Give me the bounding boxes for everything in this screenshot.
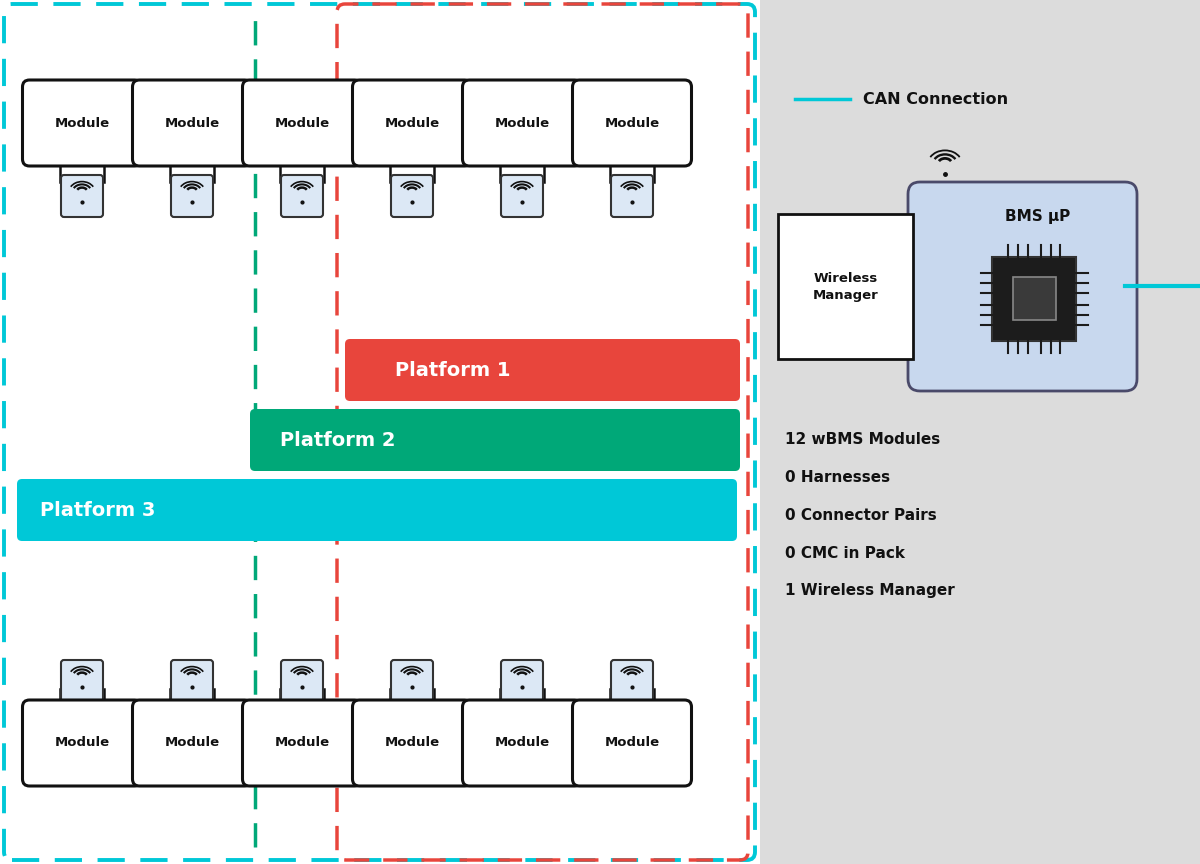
FancyBboxPatch shape: [390, 158, 434, 182]
Text: 0 CMC in Pack: 0 CMC in Pack: [785, 545, 905, 561]
Text: Platform 2: Platform 2: [280, 430, 396, 449]
Text: Platform 3: Platform 3: [40, 500, 155, 519]
FancyBboxPatch shape: [60, 158, 104, 182]
FancyBboxPatch shape: [242, 80, 361, 166]
Text: Module: Module: [605, 736, 660, 749]
FancyBboxPatch shape: [500, 158, 544, 182]
FancyBboxPatch shape: [280, 689, 324, 713]
FancyBboxPatch shape: [611, 175, 653, 217]
FancyBboxPatch shape: [61, 175, 103, 217]
FancyBboxPatch shape: [610, 158, 654, 182]
Text: 0 Harnesses: 0 Harnesses: [785, 469, 890, 485]
FancyBboxPatch shape: [172, 660, 214, 702]
Text: Module: Module: [54, 117, 109, 130]
Text: 12 wBMS Modules: 12 wBMS Modules: [785, 431, 941, 447]
FancyBboxPatch shape: [610, 689, 654, 713]
FancyBboxPatch shape: [170, 158, 214, 182]
Text: Module: Module: [494, 117, 550, 130]
FancyBboxPatch shape: [170, 689, 214, 713]
Text: Module: Module: [54, 736, 109, 749]
FancyBboxPatch shape: [502, 175, 542, 217]
FancyBboxPatch shape: [390, 689, 434, 713]
FancyBboxPatch shape: [242, 700, 361, 786]
Text: Module: Module: [164, 736, 220, 749]
FancyBboxPatch shape: [462, 80, 582, 166]
Text: Module: Module: [605, 117, 660, 130]
FancyBboxPatch shape: [908, 182, 1138, 391]
FancyBboxPatch shape: [572, 80, 691, 166]
Text: BMS μP: BMS μP: [1004, 208, 1070, 224]
FancyBboxPatch shape: [172, 175, 214, 217]
Text: Module: Module: [384, 736, 439, 749]
FancyBboxPatch shape: [502, 660, 542, 702]
Text: CAN Connection: CAN Connection: [863, 92, 1008, 106]
Text: Module: Module: [275, 736, 330, 749]
FancyBboxPatch shape: [60, 689, 104, 713]
Text: Platform 1: Platform 1: [395, 360, 510, 379]
FancyBboxPatch shape: [61, 660, 103, 702]
FancyBboxPatch shape: [17, 479, 737, 541]
Text: Module: Module: [164, 117, 220, 130]
FancyBboxPatch shape: [462, 700, 582, 786]
FancyBboxPatch shape: [23, 700, 142, 786]
Bar: [992, 257, 1076, 340]
Bar: [760, 0, 1200, 864]
Bar: [1013, 276, 1056, 321]
FancyBboxPatch shape: [281, 175, 323, 217]
Bar: [778, 214, 913, 359]
FancyBboxPatch shape: [572, 700, 691, 786]
Text: Module: Module: [494, 736, 550, 749]
FancyBboxPatch shape: [353, 700, 472, 786]
FancyBboxPatch shape: [280, 158, 324, 182]
FancyBboxPatch shape: [132, 700, 252, 786]
Text: Module: Module: [384, 117, 439, 130]
FancyBboxPatch shape: [391, 175, 433, 217]
Text: Wireless
Manager: Wireless Manager: [812, 271, 878, 302]
FancyBboxPatch shape: [611, 660, 653, 702]
FancyBboxPatch shape: [281, 660, 323, 702]
FancyBboxPatch shape: [132, 80, 252, 166]
Text: 0 Connector Pairs: 0 Connector Pairs: [785, 507, 937, 523]
FancyBboxPatch shape: [250, 409, 740, 471]
Text: 1 Wireless Manager: 1 Wireless Manager: [785, 583, 955, 599]
FancyBboxPatch shape: [346, 339, 740, 401]
Text: Module: Module: [275, 117, 330, 130]
FancyBboxPatch shape: [391, 660, 433, 702]
FancyBboxPatch shape: [23, 80, 142, 166]
FancyBboxPatch shape: [500, 689, 544, 713]
FancyBboxPatch shape: [353, 80, 472, 166]
